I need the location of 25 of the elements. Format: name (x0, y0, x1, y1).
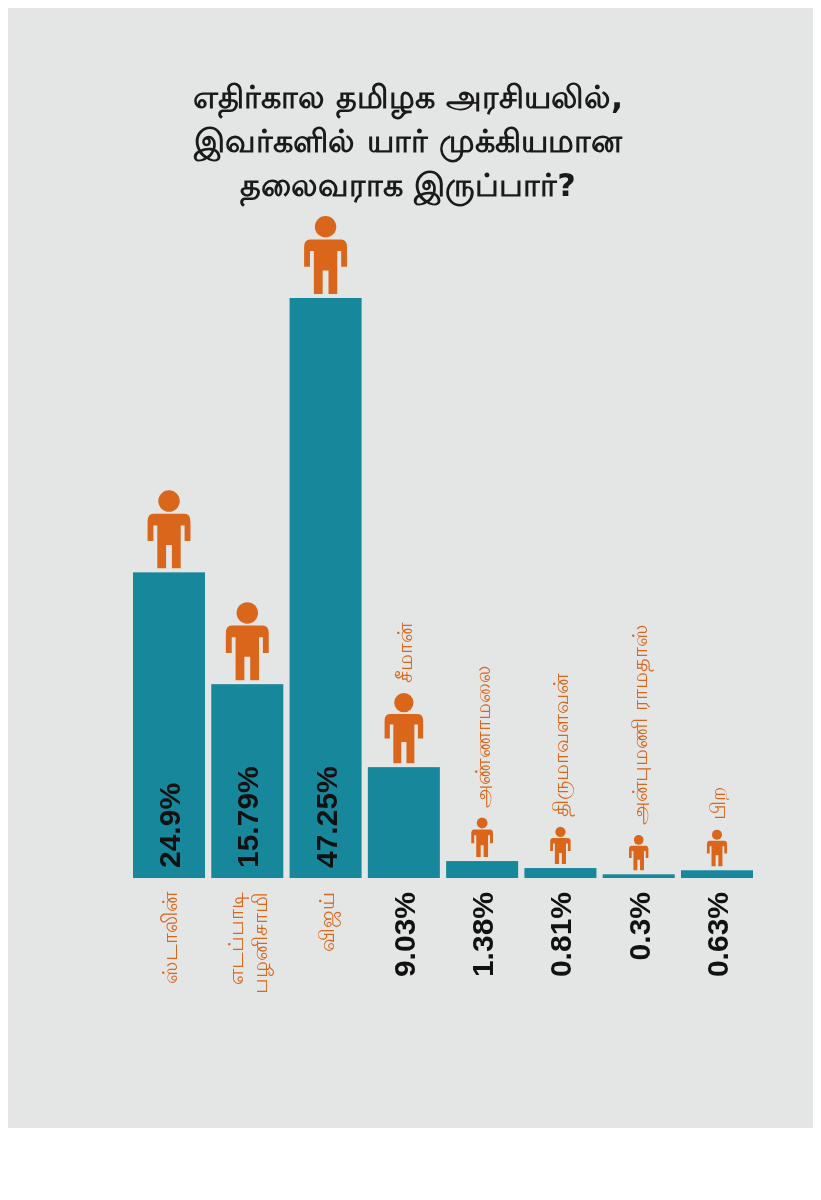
data-label: 47.25% (309, 766, 343, 868)
data-label: 9.03% (387, 892, 421, 978)
bar (524, 868, 597, 878)
x-tick-label: சீமான் (392, 622, 417, 684)
data-label: 24.9% (153, 782, 187, 868)
bar (602, 874, 675, 878)
x-tick-label: விஜய் (314, 892, 341, 952)
x-tick-label: அண்ணாமலை (471, 665, 496, 808)
x-tick-label: எடப்பாடி பழனிசாமி (224, 892, 275, 994)
x-tick-label: பிற (705, 786, 730, 820)
chart-title: எதிர்கால தமிழக அரசியலில், இவர்களில் யார் முக்கியமான தலைவராக இருப்பார்? (192, 78, 624, 207)
data-label: 15.79% (231, 766, 265, 868)
data-label: 0.63% (700, 892, 734, 978)
data-label: 1.38% (466, 892, 500, 978)
x-tick-label: ஸ்டாலின் (158, 891, 183, 984)
x-tick-label: அன்புமணி ராமதாஸ் (627, 624, 654, 826)
bar (289, 298, 362, 878)
data-label: 0.81% (544, 892, 578, 978)
bar (680, 870, 753, 878)
bar (133, 572, 206, 878)
bar (367, 767, 440, 878)
bar (211, 684, 284, 878)
bar (446, 861, 519, 878)
data-label: 0.3% (622, 892, 656, 961)
x-tick-label: திருமாவளவன் (549, 672, 576, 817)
